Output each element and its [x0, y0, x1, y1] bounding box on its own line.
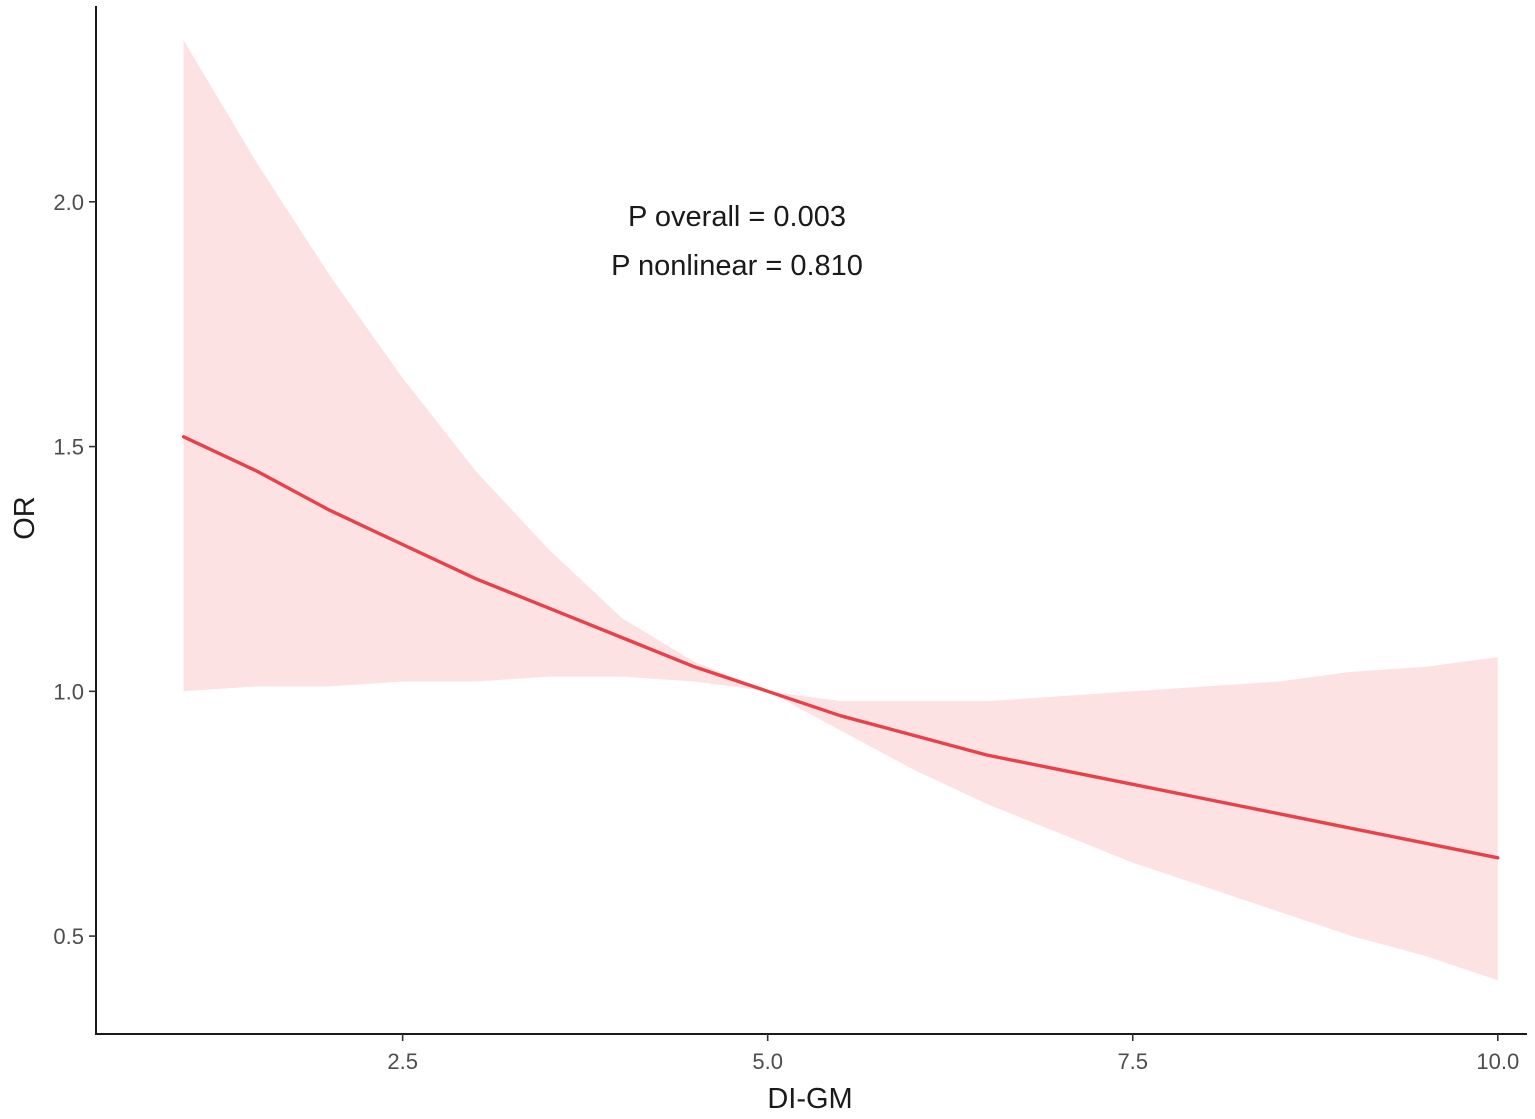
or-curve-line [181, 435, 1500, 860]
x-tick-label: 7.5 [1117, 1049, 1148, 1074]
y-tick-layer: 0.5 1.0 1.5 2.0 [53, 190, 96, 949]
annotation-p-nonlinear: P nonlinear = 0.810 [611, 250, 863, 282]
confidence-band [183, 40, 1498, 981]
curve-layer [181, 435, 1500, 860]
y-tick-label: 2.0 [53, 190, 84, 215]
y-tick-label: 0.5 [53, 924, 84, 949]
annotation-p-overall: P overall = 0.003 [628, 201, 846, 233]
y-tick-label: 1.0 [53, 679, 84, 704]
x-tick-layer: 2.5 5.0 7.5 10.0 [387, 1034, 1519, 1074]
y-tick-label: 1.5 [53, 435, 84, 460]
y-axis-title: OR [9, 496, 41, 540]
x-tick-label: 10.0 [1476, 1049, 1519, 1074]
x-tick-label: 2.5 [387, 1049, 418, 1074]
confidence-band-layer [183, 40, 1498, 981]
x-tick-label: 5.0 [752, 1049, 783, 1074]
x-axis-title: DI-GM [767, 1083, 852, 1115]
